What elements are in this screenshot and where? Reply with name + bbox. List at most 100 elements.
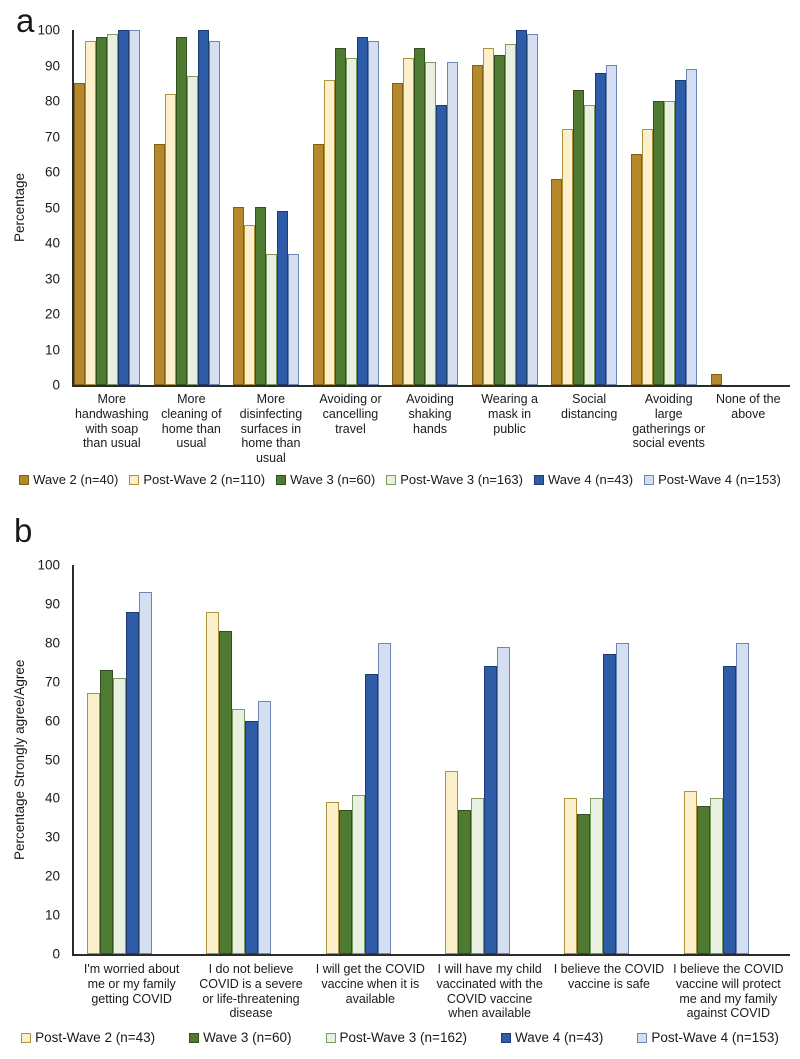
legend-swatch-icon — [500, 1032, 511, 1043]
bar — [504, 44, 516, 385]
panel-a-x-axis-labels: More handwashing with soap than usual Mor… — [72, 392, 788, 466]
legend-label: Wave 2 (n=40) — [33, 472, 119, 487]
bar — [683, 791, 697, 954]
bar-group — [313, 565, 432, 954]
bar — [551, 179, 563, 385]
bar — [266, 254, 278, 385]
bar — [113, 678, 126, 954]
bar-group — [432, 565, 551, 954]
legend-label: Post-Wave 3 (n=162) — [339, 1030, 467, 1045]
bar — [584, 105, 596, 385]
y-tick-label: 20 — [44, 868, 60, 884]
bar — [312, 144, 324, 385]
legend-label: Post-Wave 4 (n=153) — [651, 1030, 779, 1045]
bar — [325, 802, 339, 954]
legend-label: Post-Wave 2 (n=110) — [143, 472, 266, 487]
bar-group — [74, 565, 193, 954]
bar — [641, 129, 653, 385]
panel-b-plot-area — [72, 565, 790, 956]
x-category-label: More handwashing with soap than usual — [74, 392, 149, 451]
bar — [735, 643, 749, 954]
panel-b-x-axis-labels: I'm worried about me or my family gettin… — [72, 962, 788, 1021]
bar — [208, 41, 220, 385]
legend-label: Post-Wave 4 (n=153) — [658, 472, 781, 487]
bar-group — [193, 565, 312, 954]
bar — [652, 101, 664, 385]
legend-label: Wave 4 (n=43) — [514, 1030, 604, 1045]
bar — [244, 225, 256, 385]
legend-label: Wave 3 (n=60) — [290, 472, 376, 487]
bar — [197, 30, 209, 385]
legend-item: Wave 2 (n=40) — [19, 472, 118, 487]
bar — [351, 795, 365, 954]
bar — [74, 83, 85, 385]
bar — [710, 374, 722, 385]
bar-group — [630, 30, 711, 385]
y-tick-label: 40 — [44, 235, 60, 251]
bar — [595, 73, 607, 385]
bar — [288, 254, 300, 385]
panel-b-letter: b — [14, 512, 33, 549]
bar — [606, 65, 618, 385]
y-tick-label: 50 — [44, 752, 60, 767]
bar — [206, 612, 220, 954]
legend-swatch-icon — [386, 474, 397, 485]
bar — [674, 80, 686, 385]
legend-label: Wave 3 (n=60) — [203, 1030, 292, 1045]
bar — [96, 37, 107, 385]
y-tick-label: 60 — [44, 164, 60, 180]
bar — [403, 58, 415, 385]
y-tick-label: 90 — [44, 58, 60, 73]
panel-a-plot-area — [72, 30, 790, 387]
bar — [126, 612, 139, 954]
y-tick-label: 40 — [44, 790, 60, 806]
legend-item: Wave 3 (n=60) — [276, 472, 375, 487]
bar-group — [312, 30, 393, 385]
legend-swatch-icon — [644, 474, 655, 485]
legend-label: Post-Wave 3 (n=163) — [400, 472, 523, 487]
x-category-label: Avoiding shaking hands — [406, 392, 454, 436]
bar-group — [710, 30, 791, 385]
bar — [233, 207, 245, 385]
bar — [436, 105, 448, 385]
legend-swatch-icon — [325, 1032, 336, 1043]
bar — [482, 48, 494, 385]
bar-group — [392, 30, 472, 385]
bar — [345, 58, 357, 385]
bar — [186, 76, 198, 385]
bar-group — [233, 30, 313, 385]
x-category-label: I believe the COVID vaccine will protect… — [673, 962, 784, 1021]
x-category-label: I do not believe COVID is a severe or li… — [199, 962, 303, 1021]
y-tick-label: 0 — [52, 377, 60, 393]
bar — [153, 144, 165, 385]
bar — [709, 798, 723, 954]
legend-item: Post-Wave 3 (n=163) — [386, 472, 523, 487]
bar — [377, 643, 391, 954]
panel-a-letter: a — [16, 2, 35, 39]
bar — [515, 30, 527, 385]
bar — [85, 41, 96, 385]
legend-swatch-icon — [21, 1032, 32, 1043]
y-tick-label: 100 — [37, 22, 60, 38]
panel-a-bar-groups — [74, 30, 790, 385]
bar — [87, 693, 100, 954]
bar — [100, 670, 113, 954]
y-tick-label: 20 — [44, 306, 60, 322]
bar — [526, 34, 538, 385]
bar-group — [153, 30, 234, 385]
legend-swatch-icon — [533, 474, 544, 485]
bar — [219, 631, 233, 954]
legend-item: Post-Wave 4 (n=153) — [637, 1030, 779, 1045]
bar — [164, 94, 176, 385]
bar — [245, 721, 259, 954]
x-category-label: More cleaning of home than usual — [161, 392, 222, 451]
bar — [603, 654, 617, 954]
bar — [496, 647, 510, 954]
bar — [470, 798, 484, 954]
legend-label: Wave 4 (n=43) — [547, 472, 634, 487]
y-tick-label: 10 — [44, 342, 60, 357]
bar — [444, 771, 458, 954]
x-category-label: I will get the COVID vaccine when it is … — [315, 962, 425, 1006]
y-tick-label: 80 — [44, 635, 60, 651]
bar — [323, 80, 335, 385]
